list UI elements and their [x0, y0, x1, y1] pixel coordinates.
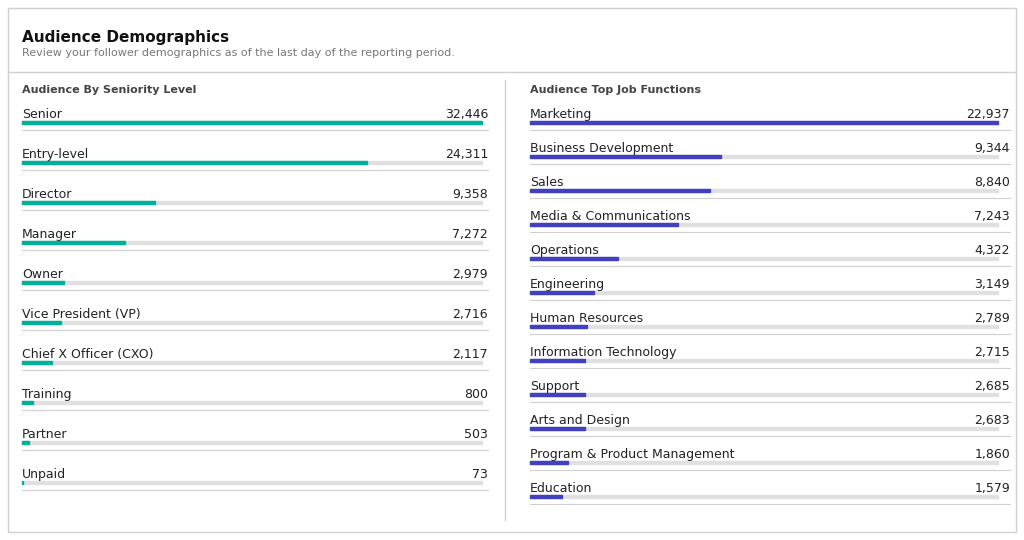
Bar [22, 481, 482, 484]
Bar [530, 155, 998, 158]
Text: Chief X Officer (CXO): Chief X Officer (CXO) [22, 348, 154, 361]
Bar [530, 495, 998, 498]
Text: 3,149: 3,149 [975, 278, 1010, 291]
Text: Business Development: Business Development [530, 142, 673, 155]
Bar [530, 461, 568, 464]
Bar [530, 359, 586, 362]
Text: Audience By Seniority Level: Audience By Seniority Level [22, 85, 197, 95]
Text: Audience Demographics: Audience Demographics [22, 30, 229, 45]
Text: 1,860: 1,860 [974, 448, 1010, 461]
Text: Audience Top Job Functions: Audience Top Job Functions [530, 85, 701, 95]
Text: 9,344: 9,344 [975, 142, 1010, 155]
Text: 73: 73 [472, 468, 488, 481]
Text: Engineering: Engineering [530, 278, 605, 291]
Bar [22, 241, 482, 244]
Text: 24,311: 24,311 [444, 148, 488, 161]
Bar [530, 291, 998, 294]
Text: 32,446: 32,446 [444, 108, 488, 121]
Bar [530, 325, 587, 328]
FancyBboxPatch shape [8, 8, 1016, 532]
Text: Unpaid: Unpaid [22, 468, 67, 481]
Text: Human Resources: Human Resources [530, 312, 643, 325]
Text: 2,683: 2,683 [975, 414, 1010, 427]
Text: 4,322: 4,322 [975, 244, 1010, 257]
Bar [22, 201, 155, 204]
Bar [530, 291, 594, 294]
Bar [22, 361, 482, 364]
Text: Education: Education [530, 482, 592, 495]
Text: 22,937: 22,937 [967, 108, 1010, 121]
Text: Support: Support [530, 380, 580, 393]
Bar [530, 359, 998, 362]
Text: 2,715: 2,715 [974, 346, 1010, 359]
Text: Partner: Partner [22, 428, 68, 441]
Text: Information Technology: Information Technology [530, 346, 677, 359]
Text: Sales: Sales [530, 176, 563, 189]
Text: Owner: Owner [22, 268, 62, 281]
Bar [22, 241, 125, 244]
Text: 1,579: 1,579 [974, 482, 1010, 495]
Bar [22, 281, 65, 284]
Text: Operations: Operations [530, 244, 599, 257]
Bar [530, 189, 711, 192]
Bar [530, 393, 585, 396]
Bar [530, 223, 678, 226]
Bar [530, 121, 998, 124]
Text: Vice President (VP): Vice President (VP) [22, 308, 140, 321]
Text: 8,840: 8,840 [974, 176, 1010, 189]
Bar [22, 361, 52, 364]
Bar [530, 155, 721, 158]
Bar [22, 401, 34, 404]
Bar [22, 321, 482, 324]
Text: 2,789: 2,789 [974, 312, 1010, 325]
Text: 7,243: 7,243 [975, 210, 1010, 223]
Bar [530, 325, 998, 328]
Text: Review your follower demographics as of the last day of the reporting period.: Review your follower demographics as of … [22, 48, 455, 58]
Bar [22, 161, 482, 164]
Text: Manager: Manager [22, 228, 77, 241]
Text: 2,716: 2,716 [453, 308, 488, 321]
Bar [22, 441, 482, 444]
Bar [22, 281, 482, 284]
Bar [22, 321, 60, 324]
Bar [22, 441, 29, 444]
Bar [530, 461, 998, 464]
Bar [22, 401, 482, 404]
Text: 2,685: 2,685 [974, 380, 1010, 393]
Bar [530, 495, 562, 498]
Text: Director: Director [22, 188, 73, 201]
Text: Media & Communications: Media & Communications [530, 210, 690, 223]
Text: Entry-level: Entry-level [22, 148, 89, 161]
Bar [22, 481, 23, 484]
Bar [530, 257, 618, 260]
Bar [22, 121, 482, 124]
Text: Arts and Design: Arts and Design [530, 414, 630, 427]
Bar [22, 201, 482, 204]
Bar [530, 257, 998, 260]
Text: 9,358: 9,358 [453, 188, 488, 201]
Bar [530, 121, 998, 124]
Text: 7,272: 7,272 [453, 228, 488, 241]
Text: Program & Product Management: Program & Product Management [530, 448, 734, 461]
Bar [22, 121, 482, 124]
Bar [530, 393, 998, 396]
Text: 2,979: 2,979 [453, 268, 488, 281]
Text: 800: 800 [464, 388, 488, 401]
Text: Marketing: Marketing [530, 108, 592, 121]
Text: 503: 503 [464, 428, 488, 441]
Bar [530, 189, 998, 192]
Text: Senior: Senior [22, 108, 61, 121]
Bar [530, 427, 998, 430]
Bar [530, 427, 585, 430]
Bar [530, 223, 998, 226]
Bar [22, 161, 367, 164]
Text: 2,117: 2,117 [453, 348, 488, 361]
Text: Training: Training [22, 388, 72, 401]
